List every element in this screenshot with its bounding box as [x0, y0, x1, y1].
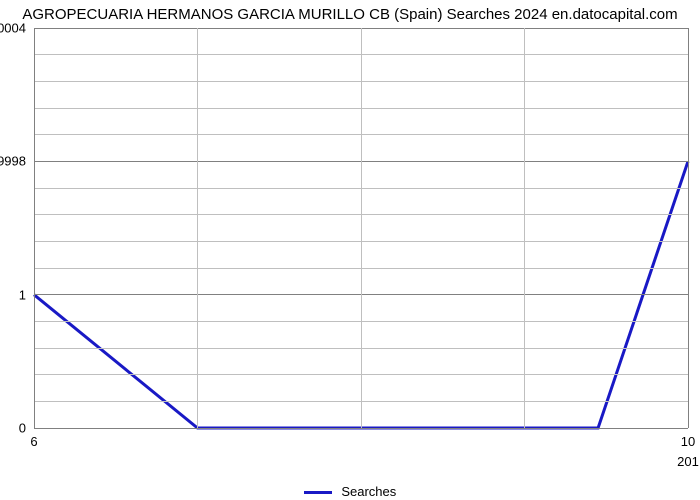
legend-swatch: [304, 491, 332, 494]
x-grid-minor: [197, 28, 198, 428]
y-tick-label: 1.9999999999999998: [0, 154, 26, 169]
y-tick-label: 1: [19, 287, 26, 302]
chart-legend: Searches: [0, 484, 700, 499]
x-grid-major: [688, 28, 689, 428]
x-grid-minor: [361, 28, 362, 428]
x-tick-label: 6: [30, 434, 37, 449]
x-grid-major: [34, 28, 35, 428]
x-grid-minor: [524, 28, 525, 428]
x-tick-label: 10: [681, 434, 695, 449]
y-tick-label: 3.0000000000000004: [0, 21, 26, 36]
plot-area: 011.99999999999999983.000000000000000461…: [34, 28, 688, 428]
x-tick-secondary-label: 201: [677, 454, 699, 469]
line-chart: AGROPECUARIA HERMANOS GARCIA MURILLO CB …: [0, 0, 700, 500]
y-tick-label: 0: [19, 421, 26, 436]
chart-title: AGROPECUARIA HERMANOS GARCIA MURILLO CB …: [0, 6, 700, 23]
legend-label: Searches: [341, 484, 396, 499]
